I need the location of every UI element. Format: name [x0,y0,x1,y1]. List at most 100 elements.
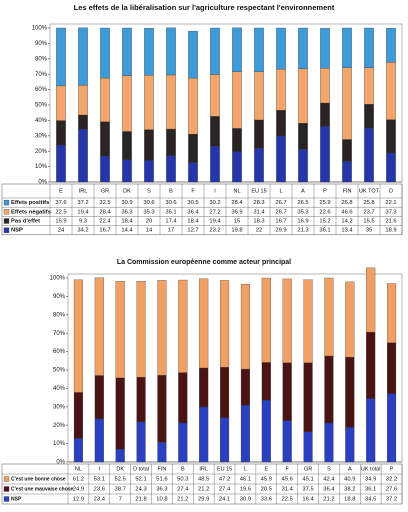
x-tick-label: D total [133,466,149,472]
x-tick-label: IRL [199,466,208,472]
x-tick-label: UK total [361,466,381,472]
bar-segment [94,418,104,463]
x-tick-label: S [327,466,331,472]
table-value: 28.4 [231,200,243,206]
bar-segment [157,280,167,376]
y-tick-label: 50% [35,103,48,109]
bar-segment [364,27,374,68]
table-value: 51.6 [156,477,167,483]
bar-segment [78,27,88,86]
table-value: 52.1 [135,477,146,483]
x-tick-label: P [390,466,394,472]
bar-segment [320,28,330,69]
table-value: 45.6 [282,477,293,483]
table-value: 35.1 [165,209,176,215]
bar-segment [232,128,242,152]
bar-segment [254,147,264,183]
x-tick-label: FIN [158,466,167,472]
legend-label: NSP [11,228,23,234]
x-tick-label: B [181,466,185,472]
y-tick-label: 30% [53,404,66,410]
y-tick-label: 90% [35,41,48,47]
table-value: 21.8 [135,497,146,503]
bar-segment [254,71,264,121]
bar-segment [56,85,66,121]
bar-segment [342,139,352,162]
bar-segment [387,342,397,394]
bar-segment [136,421,146,463]
table-value: 26.5 [297,200,308,206]
bar-segment [220,280,230,368]
table-value: 14.2 [341,219,352,225]
bar-segment [303,279,313,363]
bar-segment [166,27,176,76]
table-value: 36.3 [156,487,167,493]
x-tick-label: I [99,466,101,472]
bar-segment [188,133,198,163]
x-tick-label: NL [233,188,240,194]
table-value: 19.6 [240,487,251,493]
bar-segment [100,77,110,122]
bar-segment [115,377,125,450]
table-value: 23.6 [94,487,105,493]
table-value: 27.4 [177,487,189,493]
table-value: 14 [146,228,153,234]
table-value: 33.6 [261,497,272,503]
bar-segment [366,331,376,399]
bar-segment [366,398,376,463]
x-tick-label: L [279,188,282,194]
table-value: 16.7 [275,219,286,225]
y-tick-label: 50% [53,368,66,374]
table-value: 36.3 [121,209,132,215]
y-tick-label: 0% [56,460,65,466]
bar-segment [320,126,330,183]
table-value: 37.5 [302,487,313,493]
bar-segment [122,75,132,132]
table-value: 53.1 [94,477,105,483]
bar-segment [166,155,176,183]
bar-segment [345,281,355,358]
bar-segment [56,120,66,146]
y-tick-label: 60% [35,87,48,93]
table-value: 30.9 [240,497,251,503]
bar-segment [303,362,313,432]
table-value: 32.2 [386,477,397,483]
bar-segment [320,68,330,104]
bar-segment [324,277,334,357]
table-value: 21.2 [198,487,209,493]
bar-segment [144,75,154,130]
table-value: 21.6 [385,219,396,225]
x-tick-label: DK [116,466,124,472]
bar-segment [345,356,355,428]
table-value: 30.6 [165,200,176,206]
table-value: 21.2 [323,497,334,503]
table-value: 37.2 [77,200,88,206]
bar-segment [386,119,396,154]
bar-segment [122,159,132,183]
table-value: 36.1 [319,228,330,234]
bar-segment [342,67,352,140]
table-value: 34.5 [365,497,376,503]
y-tick-label: 30% [35,133,48,139]
bar-segment [298,123,308,150]
bar-segment [364,104,374,129]
legend-label: NSP [11,496,22,502]
bar-segment [240,284,250,370]
x-tick-label: I [214,188,216,194]
bar-segment [276,135,286,183]
bar-segment [188,162,198,183]
x-tick-label: NL [75,466,82,472]
table-value: 35.3 [297,209,308,215]
y-tick-label: 100% [32,26,48,32]
bar-segment [276,27,286,70]
table-value: 22.1 [385,200,396,206]
table-value: 35 [366,228,372,234]
table-value: 18.4 [121,219,133,225]
bar-segment [386,62,396,120]
bar-segment [261,362,271,401]
bar-segment [254,119,264,149]
table-value: 16.4 [302,497,314,503]
bar-segment [387,393,397,463]
legend-swatch [3,209,10,215]
table-value: 12.9 [73,497,84,503]
